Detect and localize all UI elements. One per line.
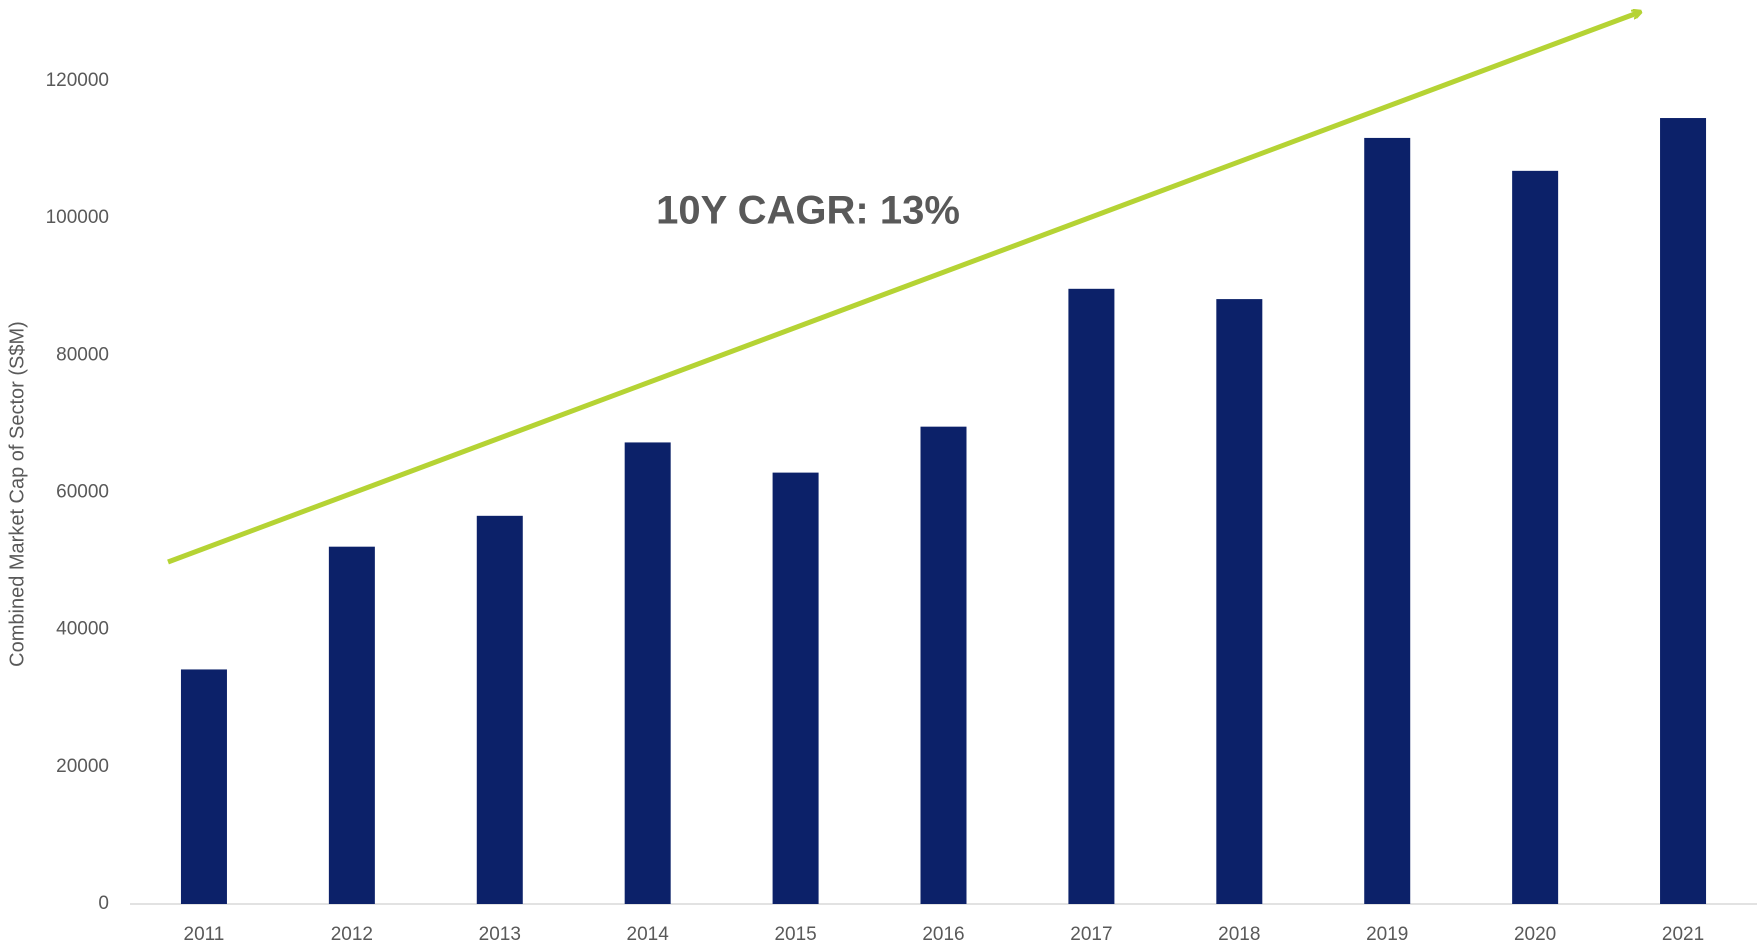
bar bbox=[920, 426, 967, 904]
trend-arrow bbox=[167, 12, 1640, 565]
y-tick-label: 80000 bbox=[56, 344, 109, 365]
y-tick-label: 0 bbox=[98, 893, 109, 914]
y-tick-label: 120000 bbox=[46, 70, 109, 91]
y-tick-label: 100000 bbox=[46, 207, 109, 228]
bar bbox=[1660, 118, 1707, 904]
annotation: 10Y CAGR: 13% bbox=[656, 189, 960, 233]
x-tick-label: 2018 bbox=[1218, 924, 1260, 945]
bar bbox=[1512, 170, 1559, 904]
bar bbox=[1364, 137, 1411, 904]
y-axis-label: Combined Market Cap of Sector (S$M) bbox=[6, 321, 28, 667]
x-tick-label: 2019 bbox=[1366, 924, 1408, 945]
bar bbox=[328, 546, 375, 904]
x-tick-label: 2012 bbox=[331, 924, 373, 945]
x-tick-label: 2020 bbox=[1514, 924, 1556, 945]
bar bbox=[1068, 288, 1115, 904]
x-tick-label: 2013 bbox=[479, 924, 521, 945]
y-tick-label: 20000 bbox=[56, 756, 109, 777]
x-tick-label: 2017 bbox=[1070, 924, 1112, 945]
x-tick-label: 2016 bbox=[922, 924, 964, 945]
bar bbox=[624, 442, 671, 904]
y-tick-label: 60000 bbox=[56, 482, 109, 503]
x-tick-label: 2014 bbox=[627, 924, 670, 945]
x-tick-label: 2021 bbox=[1662, 924, 1704, 945]
y-tick-label: 40000 bbox=[56, 619, 109, 640]
bar bbox=[1216, 299, 1263, 905]
bar bbox=[180, 669, 227, 904]
bar bbox=[772, 472, 819, 904]
x-tick-label: 2015 bbox=[774, 924, 816, 945]
bar bbox=[476, 515, 523, 904]
x-tick-label: 2011 bbox=[184, 924, 225, 945]
